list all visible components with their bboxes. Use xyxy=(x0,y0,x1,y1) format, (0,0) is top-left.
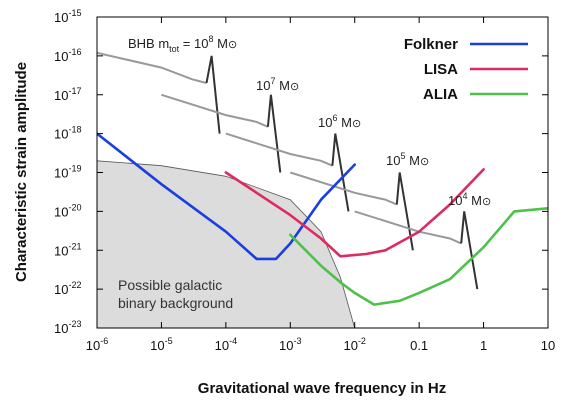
x-tick-label: 1 xyxy=(480,338,487,353)
y-tick-label: 10-23 xyxy=(54,319,81,336)
y-tick-label: 10-21 xyxy=(54,241,81,258)
legend-label-lisa: LISA xyxy=(424,61,458,78)
y-tick-label: 10-16 xyxy=(54,47,81,64)
bhb-mass-label: 106 M⊙ xyxy=(318,113,361,130)
bhb-inspiral-track xyxy=(161,93,269,128)
y-tick-label: 10-22 xyxy=(54,280,81,297)
x-tick-label: 10-6 xyxy=(86,336,108,353)
series-line-alia xyxy=(289,207,548,306)
y-tick-label: 10-18 xyxy=(54,125,81,142)
bhb-merger-track xyxy=(205,55,221,134)
x-tick-label: 10-2 xyxy=(343,336,365,353)
axes: 10-6 10-5 10-4 10-3 10-2 0.1 1 10 10-15 10-16 10-1… xyxy=(54,8,555,353)
bhb-merger-track xyxy=(460,211,479,290)
bhb-mass-label: 104 M⊙ xyxy=(448,191,491,208)
y-tick-label: 10-19 xyxy=(54,164,81,181)
x-tick-label: 10 xyxy=(541,338,555,353)
galactic-background-region xyxy=(97,160,356,328)
bhb-mass-label: 105 M⊙ xyxy=(386,151,429,168)
galactic-background-label-line1: Possible galactic xyxy=(118,277,222,293)
series-line-lisa xyxy=(224,168,485,258)
x-tick-label: 0.1 xyxy=(410,338,428,353)
bhb-merger-track xyxy=(331,133,350,212)
bhb-mass-label: 107 M⊙ xyxy=(256,76,299,93)
y-tick-label: 10-17 xyxy=(54,86,81,103)
bhb-labels: BHB mtot = 108 M⊙ 107 M⊙ 106 M⊙ 105 M⊙ 104 M… xyxy=(128,34,491,208)
galactic-background-label-line2: binary background xyxy=(118,295,233,311)
legend-label-folkner: Folkner xyxy=(404,36,458,53)
legend: Folkner LISA ALIA xyxy=(404,36,528,103)
bhb-merger-track xyxy=(266,94,282,173)
x-tick-label: 10-4 xyxy=(215,336,237,353)
bhb-tracks xyxy=(97,51,479,290)
y-tick-label: 10-15 xyxy=(54,8,81,25)
bhb-merger-track xyxy=(395,172,414,251)
y-tick-label: 10-20 xyxy=(54,202,81,219)
bhb-inspiral-track xyxy=(354,210,462,245)
sensitivity-curves xyxy=(97,132,548,306)
legend-label-alia: ALIA xyxy=(423,86,458,103)
x-axis-title: Gravitational wave frequency in Hz xyxy=(198,380,446,397)
bhb-mass-label: BHB mtot = 108 M⊙ xyxy=(128,34,237,54)
x-tick-label: 10-5 xyxy=(150,336,172,353)
y-axis-title: Characteristic strain amplitude xyxy=(13,62,30,282)
bhb-inspiral-track xyxy=(225,132,333,167)
bhb-inspiral-track xyxy=(97,51,207,84)
x-tick-label: 10-3 xyxy=(279,336,301,353)
bhb-inspiral-track xyxy=(289,171,398,206)
series-line-folkner xyxy=(97,132,356,261)
